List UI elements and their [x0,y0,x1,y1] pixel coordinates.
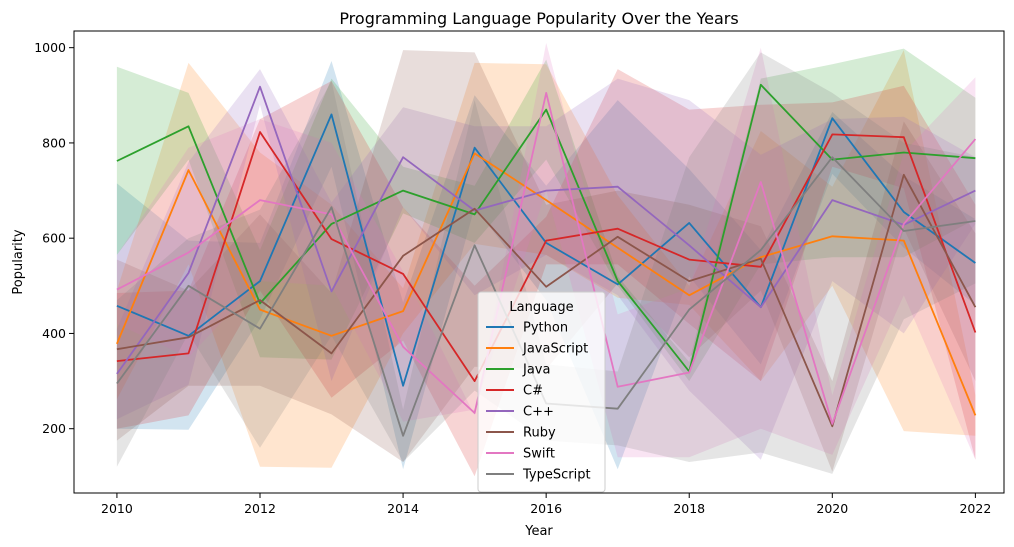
legend-label-javascript: JavaScript [522,342,588,357]
y-tick-label: 400 [42,326,66,341]
y-tick-label: 1000 [34,40,66,55]
x-axis-label: Year [524,524,553,539]
legend-title: Language [509,300,573,315]
band-java [116,48,976,382]
band-swift [116,42,976,460]
x-axis: 2010 2012 2014 2016 2018 2020 2022 [101,493,991,516]
series-line-python [116,113,976,387]
chart-title: Programming Language Popularity Over the… [339,9,738,28]
series-line-javascript [116,152,977,416]
legend: Language Python JavaScript Java C# C++ Ruby Swi… [477,291,606,493]
legend-label-c: C++ [523,405,554,420]
series-line-c [116,131,977,383]
plot-frame [73,30,1005,494]
band-ruby [116,50,976,472]
x-tick-label: 2014 [387,501,419,516]
series-line-java [116,83,976,373]
y-tick-label: 600 [42,231,66,246]
band-python [116,61,976,470]
x-tick-label: 2016 [530,501,562,516]
x-tick-label: 2010 [101,501,133,516]
band-javascript [116,50,976,468]
y-tick-label: 200 [42,421,66,436]
legend-box [477,291,606,493]
y-axis-label: Popularity [11,229,26,294]
y-tick-label: 800 [42,135,66,150]
confidence-bands [116,42,976,477]
x-tick-label: 2020 [816,501,848,516]
band-c [116,69,976,460]
x-tick-label: 2022 [959,501,991,516]
x-tick-label: 2018 [673,501,705,516]
series-lines [116,83,977,437]
band-typescript [116,52,976,474]
legend-label-python: Python [523,321,568,336]
y-axis: 200 400 600 800 1000 [34,40,74,436]
legend-label-java: Java [522,363,550,378]
legend-label-ruby: Ruby [523,426,556,441]
legend-label-typescript: TypeScript [522,468,591,483]
legend-label-c: C# [523,384,543,399]
series-line-ruby [116,173,977,428]
band-c [116,69,976,477]
series-line-swift [116,92,977,425]
x-tick-label: 2012 [244,501,276,516]
series-line-c [116,85,976,375]
legend-label-swift: Swift [523,447,555,462]
